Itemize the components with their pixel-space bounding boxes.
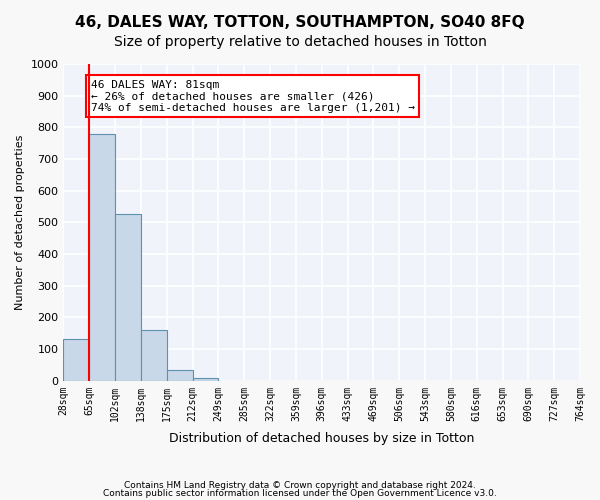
Text: 46 DALES WAY: 81sqm
← 26% of detached houses are smaller (426)
74% of semi-detac: 46 DALES WAY: 81sqm ← 26% of detached ho… (91, 80, 415, 113)
Text: 46, DALES WAY, TOTTON, SOUTHAMPTON, SO40 8FQ: 46, DALES WAY, TOTTON, SOUTHAMPTON, SO40… (75, 15, 525, 30)
Text: Size of property relative to detached houses in Totton: Size of property relative to detached ho… (113, 35, 487, 49)
Text: Contains HM Land Registry data © Crown copyright and database right 2024.: Contains HM Land Registry data © Crown c… (124, 481, 476, 490)
Bar (115, 214, 141, 381)
Bar (141, 330, 167, 381)
Bar (64, 338, 89, 381)
Y-axis label: Number of detached properties: Number of detached properties (15, 134, 25, 310)
Text: Contains public sector information licensed under the Open Government Licence v3: Contains public sector information licen… (103, 488, 497, 498)
X-axis label: Distribution of detached houses by size in Totton: Distribution of detached houses by size … (169, 432, 475, 445)
Bar (167, 370, 193, 381)
Bar (193, 378, 218, 381)
Bar (89, 134, 115, 381)
